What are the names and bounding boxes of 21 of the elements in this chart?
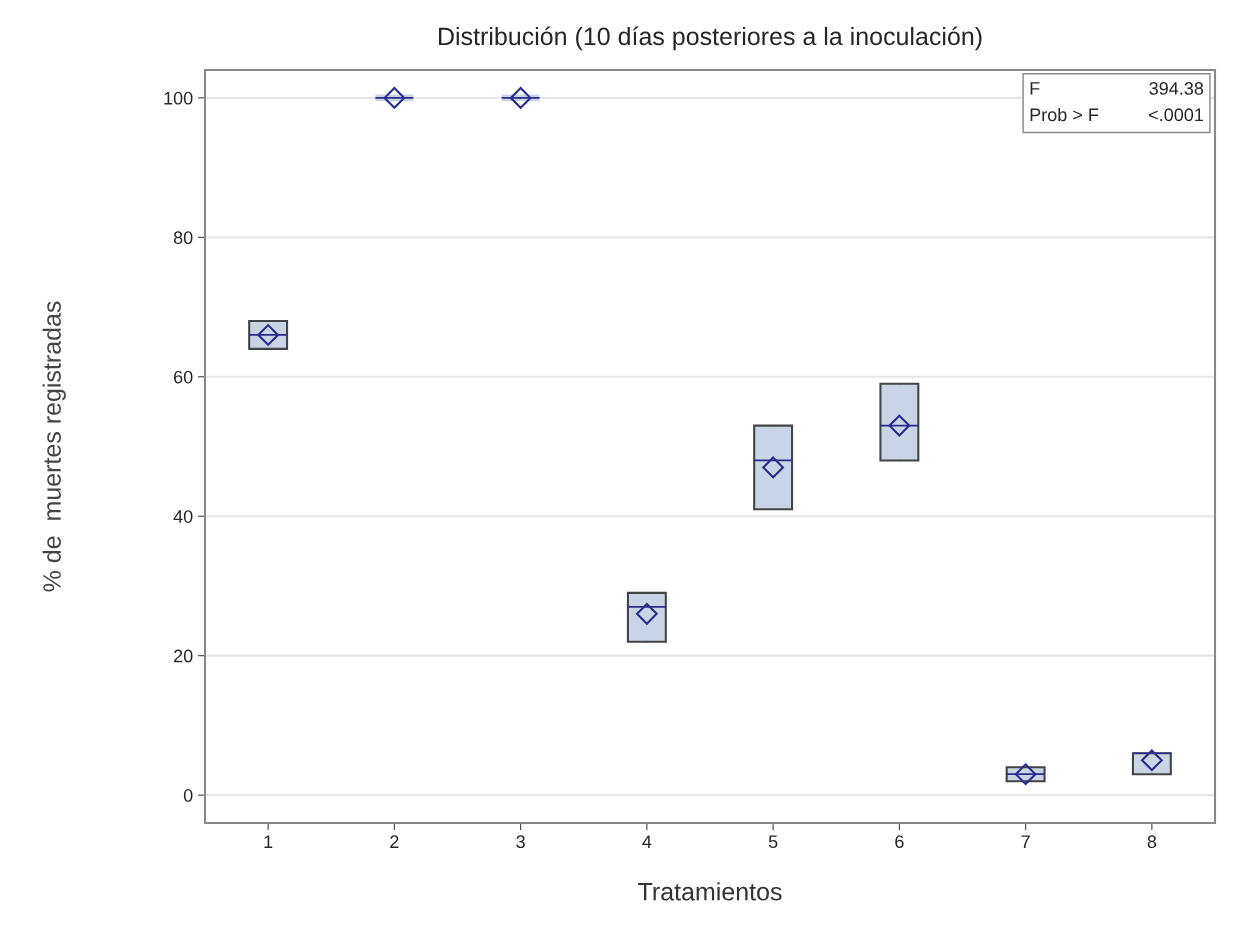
y-tick-label: 20 (174, 649, 193, 663)
x-tick-label: 4 (642, 835, 652, 848)
y-tick-label: 80 (173, 231, 193, 245)
x-axis-title: Tratamientos (638, 882, 782, 901)
annotation: F (1030, 82, 1040, 95)
annotation: <.0001 (1149, 108, 1204, 122)
x-tick-label: 5 (768, 835, 778, 849)
x-tick-label: 2 (390, 835, 399, 848)
x-tick-label: 8 (1147, 835, 1157, 849)
y-axis-title: % de muertes registradas (42, 301, 66, 592)
y-tick-label: 100 (164, 91, 193, 105)
y-tick-label: 60 (174, 370, 193, 384)
x-tick-label: 1 (264, 835, 273, 848)
y-tick-label: 0 (183, 789, 193, 802)
x-tick-label: 3 (516, 835, 525, 849)
annotation: Prob > F (1030, 107, 1099, 122)
x-tick-label: 7 (1021, 835, 1030, 848)
y-tick-label: 40 (173, 510, 193, 523)
annotation: 394.38 (1149, 82, 1204, 95)
x-tick-label: 6 (895, 835, 904, 849)
chart-title: Distribución (10 días posteriores a la inoculación) (439, 26, 982, 51)
